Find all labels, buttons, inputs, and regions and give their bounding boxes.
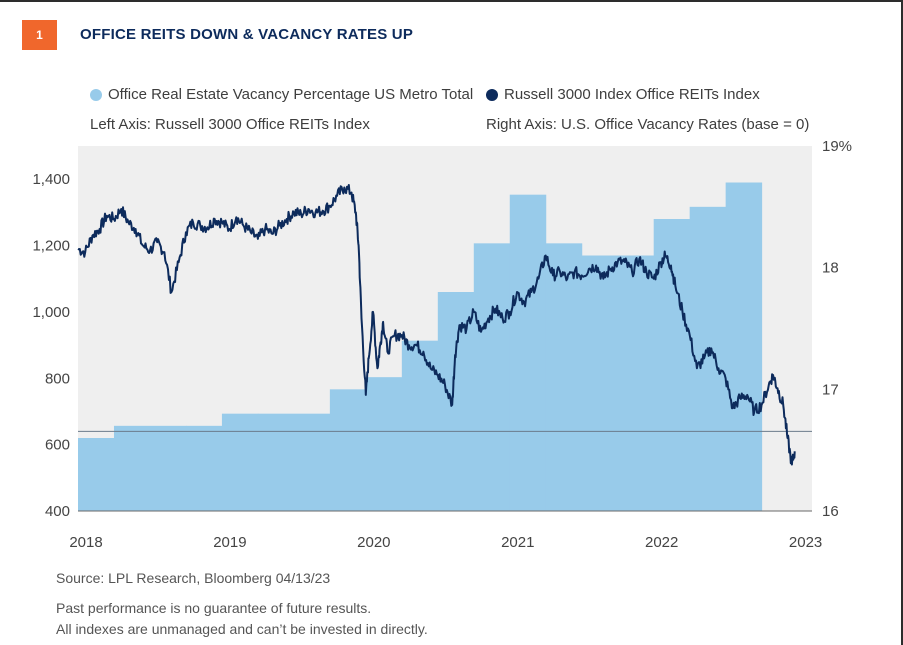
right-axis-note: Right Axis: U.S. Office Vacancy Rates (b… xyxy=(486,116,810,133)
x-axis-tick-label: 2018 xyxy=(69,534,102,551)
x-axis-tick-label: 2019 xyxy=(213,534,246,551)
left-axis-tick-label: 1,400 xyxy=(32,171,70,188)
vacancy-bar xyxy=(329,389,367,511)
frame-right-border xyxy=(901,0,903,645)
x-axis-tick-label: 2020 xyxy=(357,534,390,551)
source-note: Source: LPL Research, Bloomberg 04/13/23 xyxy=(56,570,331,586)
x-axis-tick-label: 2023 xyxy=(789,534,822,551)
vacancy-bar xyxy=(113,425,187,511)
disclaimer-line-2: All indexes are unmanaged and can’t be i… xyxy=(56,621,428,637)
vacancy-bar xyxy=(78,438,115,511)
vacancy-bar xyxy=(725,182,763,511)
vacancy-bar xyxy=(473,243,511,512)
left-axis-tick-label: 400 xyxy=(45,503,70,520)
legend-swatch-vacancy xyxy=(90,88,102,101)
figure-number-badge: 1 xyxy=(22,20,57,50)
vacancy-bar xyxy=(437,292,475,511)
legend-item-reits: Russell 3000 Index Office REITs Index xyxy=(486,86,760,103)
legend-label-reits: Russell 3000 Index Office REITs Index xyxy=(504,86,760,103)
x-axis-tick-label: 2022 xyxy=(645,534,678,551)
frame-top-border xyxy=(0,0,903,2)
left-axis-tick-label: 1,200 xyxy=(32,238,70,255)
right-axis-tick-label: 18 xyxy=(822,260,839,277)
left-axis-tick-label: 1,000 xyxy=(32,304,70,321)
vacancy-bar xyxy=(545,243,583,512)
left-axis-note: Left Axis: Russell 3000 Office REITs Ind… xyxy=(90,116,370,133)
x-axis-tick-label: 2021 xyxy=(501,534,534,551)
disclaimer-line-1: Past performance is no guarantee of futu… xyxy=(56,600,372,616)
legend-item-vacancy: Office Real Estate Vacancy Percentage US… xyxy=(90,86,473,103)
vacancy-bar xyxy=(617,255,655,511)
left-axis-tick-label: 600 xyxy=(45,437,70,454)
vacancy-bar xyxy=(689,206,727,512)
vacancy-bar xyxy=(257,413,331,511)
vacancy-bar xyxy=(365,377,403,511)
vacancy-bar xyxy=(221,413,259,511)
reits-line xyxy=(77,184,796,466)
vacancy-bar xyxy=(185,425,223,511)
vacancy-bar xyxy=(581,255,619,511)
legend-swatch-reits xyxy=(486,88,498,101)
right-axis-tick-label: 16 xyxy=(822,503,839,520)
chart-title: OFFICE REITS DOWN & VACANCY RATES UP xyxy=(80,26,414,43)
right-axis-tick-label: 17 xyxy=(822,381,839,398)
right-axis-tick-label: 19% xyxy=(822,138,852,155)
vacancy-bar xyxy=(509,194,547,511)
legend-label-vacancy: Office Real Estate Vacancy Percentage US… xyxy=(108,86,474,103)
left-axis-tick-label: 800 xyxy=(45,370,70,387)
